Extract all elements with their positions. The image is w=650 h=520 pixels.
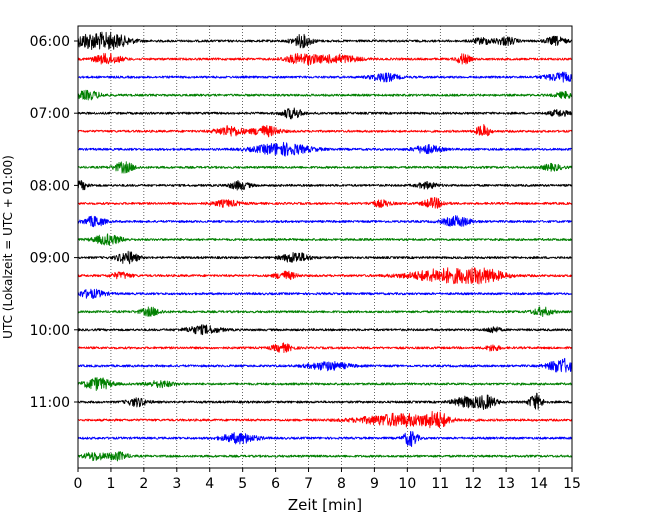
trace-06:15 — [77, 52, 573, 66]
trace-08:30 — [77, 215, 573, 228]
y-tick-label: 10:00 — [30, 323, 70, 339]
x-tick-label: 1 — [106, 476, 115, 492]
trace-11:00 — [77, 392, 573, 410]
x-tick-label: 6 — [271, 476, 280, 492]
trace-09:15 — [77, 267, 573, 285]
trace-11:15 — [77, 410, 573, 429]
trace-11:30 — [77, 431, 573, 448]
x-tick-label: 0 — [74, 476, 83, 492]
trace-09:00 — [77, 250, 573, 265]
trace-06:45 — [77, 89, 573, 101]
x-tick-label: 13 — [497, 476, 515, 492]
trace-07:15 — [77, 124, 573, 138]
y-axis-label: UTC (Lokalzeit = UTC + 01:00) — [1, 155, 15, 339]
y-tick-label: 11:00 — [30, 395, 70, 411]
trace-11:45 — [77, 450, 573, 462]
x-tick-label: 14 — [530, 476, 548, 492]
x-tick-label: 11 — [431, 476, 449, 492]
y-tick-label: 08:00 — [30, 178, 70, 194]
y-tick-label: 09:00 — [30, 251, 70, 267]
trace-07:00 — [77, 107, 573, 120]
x-tick-label: 12 — [464, 476, 482, 492]
trace-09:30 — [77, 288, 573, 299]
trace-07:45 — [77, 161, 573, 174]
trace-06:00 — [77, 31, 573, 50]
x-tick-label: 3 — [172, 476, 181, 492]
trace-07:30 — [77, 141, 573, 157]
x-tick-label: 8 — [337, 476, 346, 492]
x-tick-label: 15 — [563, 476, 581, 492]
y-tick-label: 06:00 — [30, 34, 70, 50]
x-tick-label: 5 — [238, 476, 247, 492]
seismogram-traces — [77, 31, 573, 462]
x-tick-label: 7 — [304, 476, 313, 492]
x-tick-label: 2 — [139, 476, 148, 492]
x-axis-ticks: 0 1 2 3 4 5 6 7 8 9 10 11 12 13 14 15 — [74, 468, 581, 492]
x-axis-label: Zeit [min] — [288, 496, 362, 514]
trace-10:15 — [77, 342, 573, 353]
x-tick-label: 9 — [370, 476, 379, 492]
trace-08:00 — [77, 180, 573, 191]
trace-09:45 — [77, 306, 573, 318]
x-tick-label: 10 — [398, 476, 416, 492]
y-tick-label: 07:00 — [30, 106, 70, 122]
trace-08:45 — [77, 233, 573, 246]
y-axis-ticks: 06:00 07:00 08:00 09:00 10:00 11:00 — [30, 34, 78, 411]
x-tick-label: 4 — [205, 476, 214, 492]
trace-10:30 — [77, 357, 573, 373]
trace-08:15 — [77, 197, 573, 209]
trace-10:00 — [77, 324, 573, 336]
trace-06:30 — [77, 71, 573, 83]
trace-10:45 — [77, 377, 573, 391]
plot-frame — [77, 25, 573, 469]
